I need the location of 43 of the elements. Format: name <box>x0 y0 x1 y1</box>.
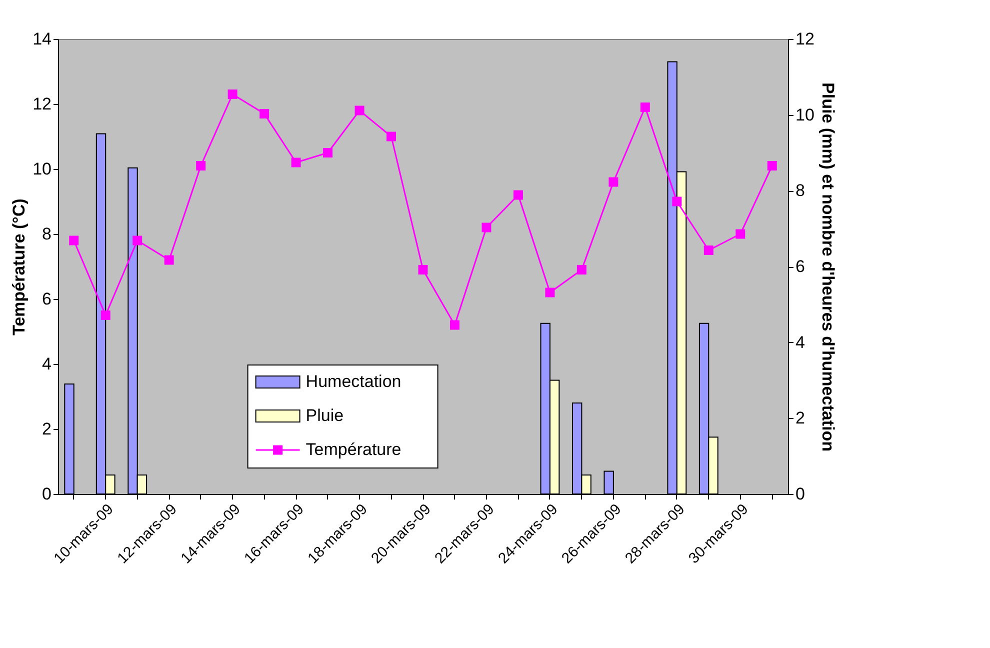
point <box>704 246 714 255</box>
y-tick-label: 6 <box>42 290 52 308</box>
y2-tick-label: 10 <box>796 105 814 124</box>
point <box>640 102 650 112</box>
point <box>576 265 586 274</box>
y2-tick-label: 4 <box>796 332 805 352</box>
y2-tick-label: 6 <box>796 257 805 276</box>
point <box>323 148 333 158</box>
point <box>672 196 682 206</box>
point <box>100 310 110 320</box>
y-tick-label: 4 <box>42 354 52 374</box>
point <box>418 265 428 274</box>
y-tick-label: 8 <box>42 224 52 244</box>
point <box>164 255 174 265</box>
point <box>767 161 777 170</box>
y-tick-label: 14 <box>32 30 52 48</box>
legend-label: Pluie <box>306 406 344 425</box>
y-tick-label: 0 <box>42 484 52 504</box>
point <box>69 236 79 246</box>
legend-label: Température <box>306 440 402 459</box>
point <box>291 158 301 168</box>
y2-tick-label: 8 <box>796 181 805 200</box>
point <box>608 177 618 187</box>
point <box>354 106 364 116</box>
point <box>132 236 142 246</box>
point <box>450 320 460 330</box>
legend-label: Humectation <box>306 372 402 391</box>
y-tick-label: 2 <box>42 420 52 438</box>
y2-axis-title: Pluie (mm) et nombre d'heures d'humectation <box>818 82 838 452</box>
point <box>482 222 492 232</box>
point <box>260 109 270 118</box>
y2-tick-label: 0 <box>796 484 805 504</box>
point <box>196 161 206 170</box>
y2-tick-label: 2 <box>796 408 805 428</box>
point <box>228 90 238 99</box>
point <box>513 190 523 200</box>
point <box>386 132 396 142</box>
point <box>545 288 555 298</box>
point <box>736 229 746 239</box>
y2-tick-label: 12 <box>796 30 814 48</box>
y-axis-title: Température (°C) <box>10 198 29 336</box>
y-tick-label: 12 <box>32 94 52 114</box>
y-tick-label: 10 <box>32 160 52 178</box>
